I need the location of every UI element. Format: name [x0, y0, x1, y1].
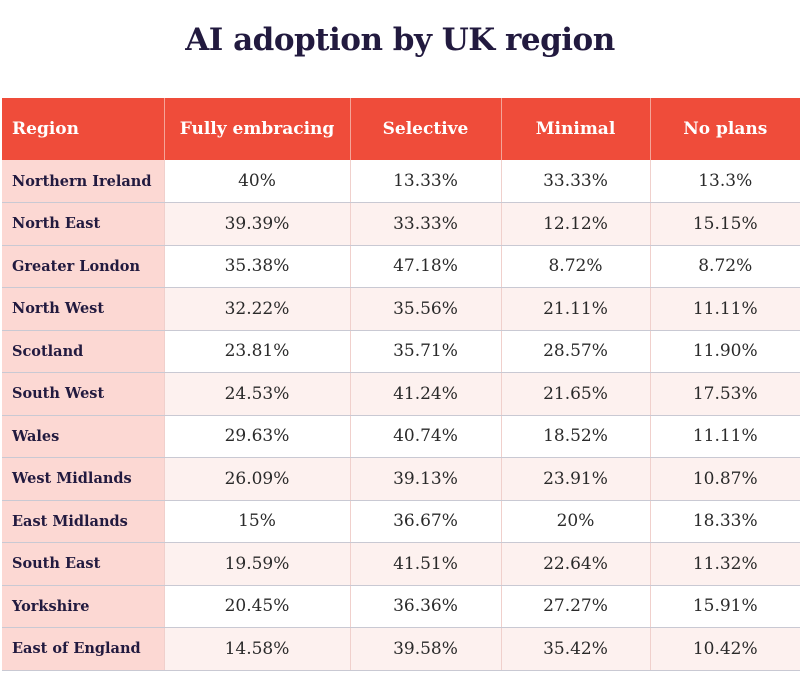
- table-row: Yorkshire 20.45% 36.36% 27.27% 15.91%: [2, 585, 800, 628]
- value-cell-selective: 47.18%: [350, 245, 502, 288]
- table-row: North West 32.22% 35.56% 21.11% 11.11%: [2, 287, 800, 331]
- value-cell-no-plans: 11.11%: [650, 287, 800, 331]
- value-cell-no-plans: 8.72%: [650, 245, 800, 288]
- table-row: East of England 14.58% 39.58% 35.42% 10.42%: [2, 627, 800, 671]
- column-header-minimal: Minimal: [501, 98, 651, 160]
- value-cell-selective: 33.33%: [350, 202, 502, 246]
- value-cell-selective: 40.74%: [350, 415, 502, 458]
- value-cell-selective: 39.13%: [350, 457, 502, 501]
- table-row: South East 19.59% 41.51% 22.64% 11.32%: [2, 542, 800, 586]
- column-header-no-plans: No plans: [650, 98, 800, 160]
- value-cell-fully-embracing: 20.45%: [164, 585, 351, 628]
- value-cell-minimal: 23.91%: [501, 457, 651, 501]
- value-cell-fully-embracing: 26.09%: [164, 457, 351, 501]
- value-cell-fully-embracing: 40%: [164, 160, 351, 203]
- value-cell-no-plans: 11.90%: [650, 330, 800, 373]
- value-cell-minimal: 12.12%: [501, 202, 651, 246]
- region-cell: East of England: [2, 627, 165, 671]
- value-cell-selective: 13.33%: [350, 160, 502, 203]
- table-row: North East 39.39% 33.33% 12.12% 15.15%: [2, 202, 800, 246]
- value-cell-minimal: 18.52%: [501, 415, 651, 458]
- value-cell-selective: 36.36%: [350, 585, 502, 628]
- value-cell-no-plans: 15.91%: [650, 585, 800, 628]
- value-cell-fully-embracing: 39.39%: [164, 202, 351, 246]
- table-row: Greater London 35.38% 47.18% 8.72% 8.72%: [2, 245, 800, 288]
- value-cell-minimal: 27.27%: [501, 585, 651, 628]
- value-cell-minimal: 8.72%: [501, 245, 651, 288]
- value-cell-fully-embracing: 29.63%: [164, 415, 351, 458]
- value-cell-selective: 41.24%: [350, 372, 502, 416]
- value-cell-fully-embracing: 14.58%: [164, 627, 351, 671]
- value-cell-no-plans: 11.32%: [650, 542, 800, 586]
- value-cell-minimal: 35.42%: [501, 627, 651, 671]
- value-cell-selective: 36.67%: [350, 500, 502, 543]
- value-cell-minimal: 20%: [501, 500, 651, 543]
- region-cell: South West: [2, 372, 165, 416]
- value-cell-fully-embracing: 24.53%: [164, 372, 351, 416]
- region-cell: North West: [2, 287, 165, 331]
- region-cell: Northern Ireland: [2, 160, 165, 203]
- column-header-region: Region: [2, 98, 165, 160]
- value-cell-no-plans: 10.87%: [650, 457, 800, 501]
- region-cell: Scotland: [2, 330, 165, 373]
- value-cell-fully-embracing: 15%: [164, 500, 351, 543]
- header-row: Region Fully embracing Selective Minimal…: [2, 98, 800, 160]
- table-row: South West 24.53% 41.24% 21.65% 17.53%: [2, 372, 800, 416]
- table-row: Wales 29.63% 40.74% 18.52% 11.11%: [2, 415, 800, 458]
- value-cell-selective: 35.56%: [350, 287, 502, 331]
- value-cell-no-plans: 11.11%: [650, 415, 800, 458]
- value-cell-minimal: 33.33%: [501, 160, 651, 203]
- value-cell-fully-embracing: 35.38%: [164, 245, 351, 288]
- table-row: Northern Ireland 40% 13.33% 33.33% 13.3%: [2, 160, 800, 203]
- table-row: Scotland 23.81% 35.71% 28.57% 11.90%: [2, 330, 800, 373]
- value-cell-selective: 35.71%: [350, 330, 502, 373]
- value-cell-minimal: 28.57%: [501, 330, 651, 373]
- region-cell: West Midlands: [2, 457, 165, 501]
- value-cell-minimal: 21.11%: [501, 287, 651, 331]
- region-cell: North East: [2, 202, 165, 246]
- region-cell: East Midlands: [2, 500, 165, 543]
- value-cell-minimal: 21.65%: [501, 372, 651, 416]
- value-cell-fully-embracing: 32.22%: [164, 287, 351, 331]
- region-cell: Wales: [2, 415, 165, 458]
- value-cell-no-plans: 10.42%: [650, 627, 800, 671]
- value-cell-no-plans: 18.33%: [650, 500, 800, 543]
- value-cell-fully-embracing: 23.81%: [164, 330, 351, 373]
- region-cell: Yorkshire: [2, 585, 165, 628]
- table-row: West Midlands 26.09% 39.13% 23.91% 10.87%: [2, 457, 800, 501]
- value-cell-no-plans: 17.53%: [650, 372, 800, 416]
- chart-title: AI adoption by UK region: [185, 22, 615, 58]
- table-body: Northern Ireland 40% 13.33% 33.33% 13.3% Nort…: [2, 160, 800, 671]
- table-row: East Midlands 15% 36.67% 20% 18.33%: [2, 500, 800, 543]
- region-cell: South East: [2, 542, 165, 586]
- region-cell: Greater London: [2, 245, 165, 288]
- value-cell-no-plans: 13.3%: [650, 160, 800, 203]
- value-cell-no-plans: 15.15%: [650, 202, 800, 246]
- data-table: Region Fully embracing Selective Minimal…: [2, 98, 800, 671]
- column-header-fully-embracing: Fully embracing: [164, 98, 351, 160]
- value-cell-minimal: 22.64%: [501, 542, 651, 586]
- value-cell-selective: 41.51%: [350, 542, 502, 586]
- value-cell-selective: 39.58%: [350, 627, 502, 671]
- value-cell-fully-embracing: 19.59%: [164, 542, 351, 586]
- column-header-selective: Selective: [350, 98, 502, 160]
